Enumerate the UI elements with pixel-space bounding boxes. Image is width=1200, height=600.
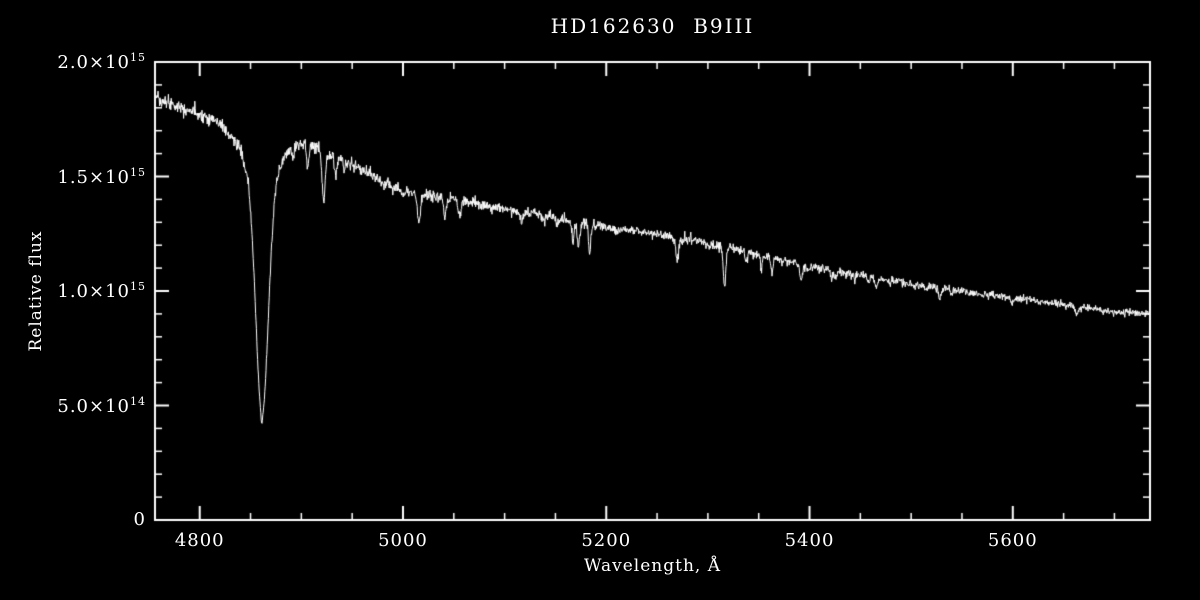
chart-title: HD162630 B9III (550, 14, 755, 38)
x-tick-label: 5600 (987, 530, 1038, 551)
x-tick-label: 5200 (581, 530, 632, 551)
y-tick-label: 1.5×1015 (57, 165, 146, 188)
y-tick-label: 1.0×1015 (57, 280, 146, 302)
x-tick-label: 5400 (784, 530, 835, 551)
y-tick-label: 5.0×1014 (57, 394, 146, 417)
y-tick-label: 0 (133, 509, 146, 530)
x-tick-label: 4800 (174, 530, 225, 551)
x-axis-label: Wavelength, Å (584, 556, 721, 576)
y-tick-label: 2.0×1015 (57, 51, 146, 73)
x-tick-label: 5000 (378, 530, 428, 551)
